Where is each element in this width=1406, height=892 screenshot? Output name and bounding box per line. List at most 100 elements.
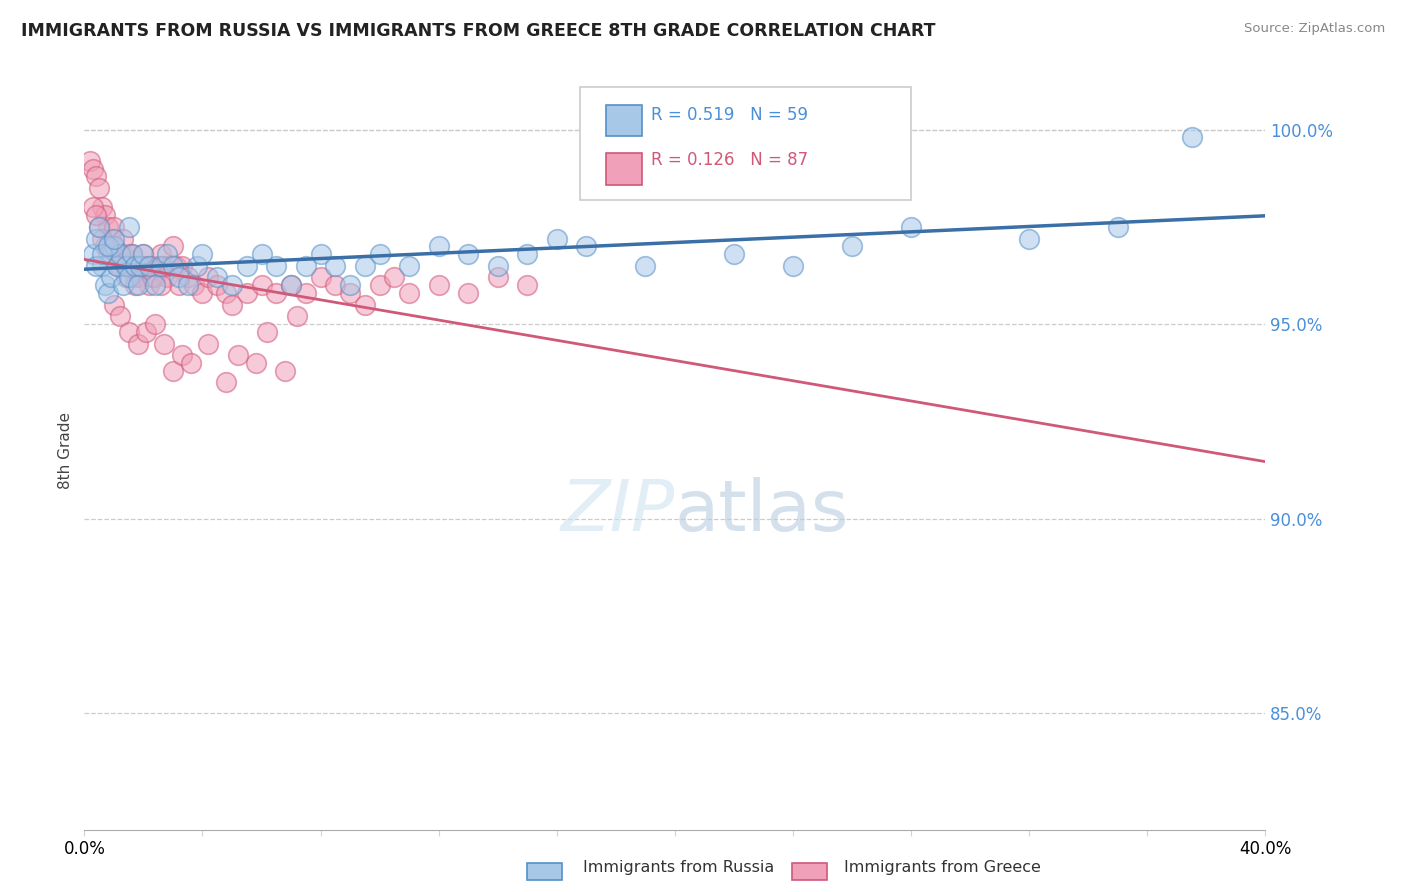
- Point: [97, 219, 120, 234]
- Point: [162, 239, 184, 253]
- Point: [215, 376, 238, 390]
- Point: [124, 259, 146, 273]
- Point: [91, 201, 114, 215]
- Point: [285, 310, 308, 324]
- Point: [150, 247, 173, 261]
- Point: [97, 285, 120, 300]
- Point: [368, 247, 391, 261]
- Point: [84, 259, 107, 273]
- Point: [103, 231, 125, 245]
- Text: Source: ZipAtlas.com: Source: ZipAtlas.com: [1244, 22, 1385, 36]
- Point: [354, 298, 377, 312]
- Point: [108, 259, 131, 273]
- Text: ZIP: ZIP: [561, 476, 675, 546]
- Point: [84, 208, 107, 222]
- Point: [114, 259, 136, 273]
- Point: [105, 247, 128, 261]
- Point: [108, 247, 131, 261]
- Point: [575, 239, 598, 253]
- Point: [135, 325, 157, 339]
- Point: [159, 259, 181, 273]
- Point: [191, 247, 214, 261]
- Point: [900, 219, 922, 234]
- Point: [127, 278, 149, 293]
- Point: [165, 259, 187, 273]
- Point: [634, 259, 657, 273]
- Text: IMMIGRANTS FROM RUSSIA VS IMMIGRANTS FROM GREECE 8TH GRADE CORRELATION CHART: IMMIGRANTS FROM RUSSIA VS IMMIGRANTS FRO…: [21, 22, 935, 40]
- Point: [486, 259, 509, 273]
- Point: [486, 270, 509, 285]
- Point: [186, 259, 208, 273]
- Point: [309, 270, 332, 285]
- Point: [141, 259, 163, 273]
- Point: [84, 169, 107, 184]
- Point: [398, 259, 420, 273]
- Point: [183, 278, 205, 293]
- Text: R = 0.519   N = 59: R = 0.519 N = 59: [651, 106, 808, 124]
- Point: [153, 336, 176, 351]
- Point: [250, 247, 273, 261]
- Point: [100, 231, 122, 245]
- Point: [91, 247, 114, 261]
- Point: [723, 247, 745, 261]
- Point: [427, 239, 450, 253]
- Point: [207, 270, 229, 285]
- Text: Immigrants from Greece: Immigrants from Greece: [844, 861, 1040, 875]
- Point: [100, 270, 122, 285]
- FancyBboxPatch shape: [581, 87, 911, 201]
- Point: [103, 219, 125, 234]
- Point: [103, 298, 125, 312]
- Point: [250, 278, 273, 293]
- Point: [118, 219, 141, 234]
- Point: [162, 364, 184, 378]
- Point: [170, 348, 193, 362]
- Point: [103, 239, 125, 253]
- Text: atlas: atlas: [675, 476, 849, 546]
- Point: [87, 219, 111, 234]
- Point: [82, 201, 104, 215]
- Point: [546, 231, 568, 245]
- Point: [339, 278, 361, 293]
- Point: [143, 278, 166, 293]
- Point: [97, 247, 120, 261]
- Point: [148, 259, 170, 273]
- Point: [191, 285, 214, 300]
- Point: [141, 270, 163, 285]
- Point: [105, 259, 128, 273]
- Point: [339, 285, 361, 300]
- Point: [398, 285, 420, 300]
- Point: [150, 259, 173, 273]
- Point: [121, 247, 143, 261]
- Point: [124, 278, 146, 293]
- Point: [207, 278, 229, 293]
- Point: [94, 239, 117, 253]
- Point: [1107, 219, 1129, 234]
- Point: [266, 259, 288, 273]
- Point: [118, 247, 141, 261]
- Point: [124, 270, 146, 285]
- Point: [153, 259, 176, 273]
- Point: [280, 278, 302, 293]
- Point: [841, 239, 863, 253]
- Point: [274, 364, 297, 378]
- Point: [156, 247, 179, 261]
- Point: [167, 270, 190, 285]
- Point: [197, 270, 219, 285]
- Point: [295, 259, 318, 273]
- Point: [516, 247, 538, 261]
- Point: [236, 259, 259, 273]
- Point: [91, 259, 114, 273]
- Point: [177, 278, 200, 293]
- Point: [143, 270, 166, 285]
- Point: [215, 285, 238, 300]
- Point: [156, 270, 179, 285]
- Point: [266, 285, 288, 300]
- Point: [1181, 130, 1204, 145]
- Point: [280, 278, 302, 293]
- Point: [180, 356, 202, 370]
- Point: [111, 231, 134, 245]
- Point: [114, 270, 136, 285]
- Point: [82, 161, 104, 176]
- Point: [111, 247, 134, 261]
- Point: [87, 219, 111, 234]
